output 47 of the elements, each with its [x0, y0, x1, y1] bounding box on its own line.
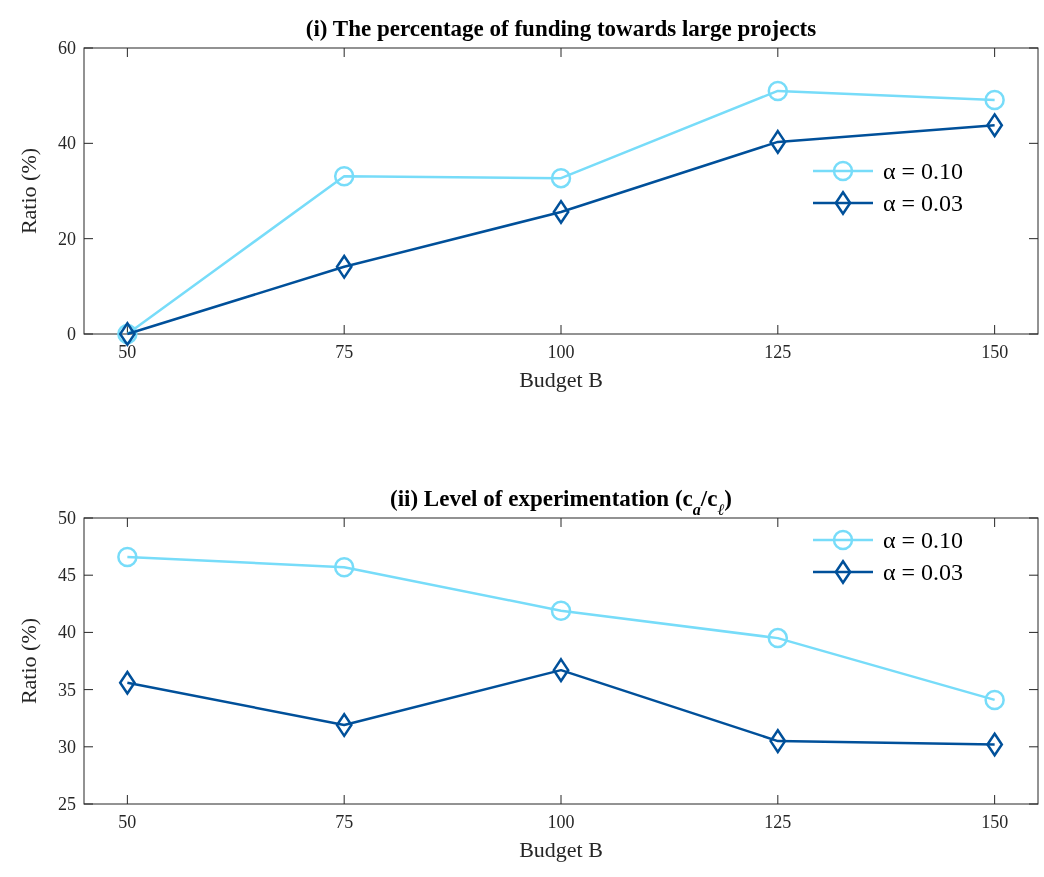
- y-tick-label: 20: [58, 228, 76, 249]
- point: [986, 732, 1004, 757]
- legend-label: α = 0.10: [883, 158, 964, 184]
- point: [767, 80, 789, 102]
- point: [767, 627, 789, 649]
- point: [550, 167, 572, 189]
- point: [335, 254, 353, 279]
- point: [118, 670, 136, 695]
- y-tick-label: 60: [58, 38, 76, 58]
- point: [986, 113, 1004, 138]
- x-tick-label: 50: [118, 342, 137, 362]
- x-axis-title: Budget B: [519, 367, 603, 392]
- point: [335, 713, 353, 738]
- y-tick-label: 40: [58, 133, 76, 154]
- point: [984, 689, 1005, 711]
- legend-label: α = 0.10: [883, 527, 964, 553]
- x-tick-label: 75: [335, 342, 354, 362]
- legend-label: α = 0.03: [883, 190, 964, 216]
- y-axis-title: Ratio (%): [16, 147, 41, 235]
- point: [333, 556, 355, 578]
- x-tick-label: 50: [118, 812, 137, 832]
- chart-title: (i) The percentage of funding towards large projects: [305, 16, 817, 41]
- y-axis-title: Ratio (%): [16, 617, 41, 705]
- chart-title: (ii) Level of experimentation (c$_{a}$/c$_{ℓ}$): [390, 486, 732, 518]
- y-tick-label: 45: [58, 565, 76, 586]
- point: [552, 658, 570, 683]
- x-tick-label: 100: [547, 342, 575, 362]
- point: [769, 129, 787, 154]
- point: [984, 89, 1005, 111]
- point: [117, 546, 138, 568]
- x-tick-label: 150: [981, 342, 1009, 362]
- x-tick-label: 125: [764, 342, 792, 362]
- y-tick-label: 25: [58, 794, 76, 814]
- y-tick-label: 35: [58, 679, 76, 700]
- x-tick-label: 75: [335, 812, 354, 832]
- x-tick-label: 100: [547, 812, 575, 832]
- point: [550, 600, 572, 621]
- y-tick-label: 50: [58, 508, 76, 528]
- x-tick-label: 150: [981, 812, 1009, 832]
- y-tick-label: 30: [58, 736, 76, 757]
- point: [333, 165, 355, 187]
- legend-label: α = 0.03: [883, 559, 964, 585]
- point: [769, 729, 787, 754]
- y-tick-label: 0: [67, 324, 76, 344]
- x-axis-title: Budget B: [519, 837, 603, 862]
- y-tick-label: 40: [58, 622, 76, 643]
- x-tick-label: 125: [764, 812, 792, 832]
